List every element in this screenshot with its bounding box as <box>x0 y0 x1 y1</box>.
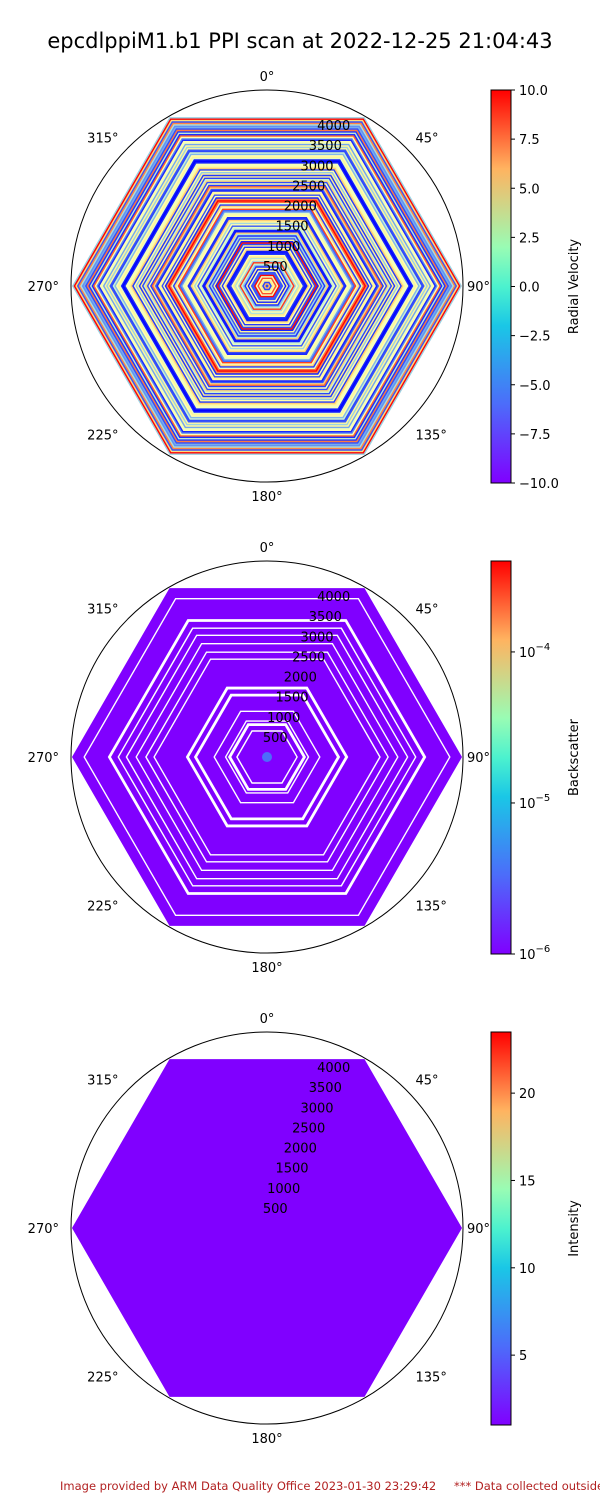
colorbar-tick-label: 10−5 <box>519 793 550 812</box>
range-tick-label: 1000 <box>267 1182 300 1197</box>
data-field <box>72 117 462 455</box>
range-tick-label: 3000 <box>300 1101 333 1116</box>
polar-frame <box>70 1031 464 1425</box>
angle-tick-label: 270° <box>28 280 59 295</box>
panel-1: 0° 45° 90° 135° 180° 225° 270° 315° 500 1000 1500 2… <box>28 70 582 505</box>
range-tick-label: 500 <box>263 731 288 746</box>
angle-tick-label: 315° <box>87 603 118 618</box>
range-tick-label: 3500 <box>309 610 342 625</box>
range-tick-label: 500 <box>263 260 288 275</box>
range-tick-label: 1000 <box>267 711 300 726</box>
colorbar-gradient <box>490 1031 512 1426</box>
angle-tick-label: 225° <box>87 429 118 444</box>
figure-title: epcdlppiM1.b1 PPI scan at 2022-12-25 21:… <box>47 29 552 53</box>
colorbar-tick-label: 10−4 <box>519 642 550 661</box>
range-tick-label: 2500 <box>292 650 325 665</box>
panel-3: 0° 45° 90° 135° 180° 225° 270° 315° 500 1000 1500 2… <box>28 1012 582 1447</box>
range-tick-label: 2500 <box>292 1121 325 1136</box>
colorbar-tick-label: 7.5 <box>519 133 540 148</box>
colorbar-tick-label: 20 <box>519 1087 536 1102</box>
range-band <box>265 1226 269 1230</box>
range-tick-label: 3500 <box>309 1081 342 1096</box>
range-tick-label: 2500 <box>292 179 325 194</box>
angle-tick-label: 180° <box>251 961 282 976</box>
colorbar-gradient <box>490 89 512 484</box>
range-tick-label: 1500 <box>275 691 308 706</box>
angle-tick-label: 180° <box>251 1432 282 1447</box>
colorbar-tick-exponent: −6 <box>536 944 551 955</box>
panel-2: 0° 45° 90° 135° 180° 225° 270° 315° 500 1000 1500 2… <box>28 541 582 976</box>
colorbar-tick-label: −10.0 <box>519 477 559 492</box>
colorbar-tick-label: 15 <box>519 1175 536 1190</box>
colorbar-tick-exponent: −5 <box>536 793 551 804</box>
angle-tick-label: 180° <box>251 490 282 505</box>
angle-tick-label: 0° <box>260 70 275 85</box>
colorbar-tick-label: −5.0 <box>519 379 551 394</box>
angle-tick-label: 270° <box>28 1222 59 1237</box>
range-tick-label: 3000 <box>300 159 333 174</box>
colorbar-gradient <box>490 560 512 955</box>
angle-tick-label: 315° <box>87 1074 118 1089</box>
colorbar-label: Backscatter <box>567 718 582 796</box>
range-tick-label: 3000 <box>300 630 333 645</box>
range-tick-label: 1500 <box>275 1162 308 1177</box>
range-tick-label: 4000 <box>317 119 350 134</box>
range-tick-label: 2000 <box>284 200 317 215</box>
colorbar-tick-label: 5 <box>519 1349 527 1364</box>
colorbar-tick-label: 10−6 <box>519 944 550 963</box>
colorbar-tick-exponent: −4 <box>536 642 551 653</box>
polar-frame <box>70 560 464 954</box>
angle-tick-label: 45° <box>416 603 439 618</box>
colorbar: 10−4 10−5 10−6 Backscatter <box>490 560 582 963</box>
angle-tick-label: 225° <box>87 1371 118 1386</box>
range-tick-label: 2000 <box>284 1142 317 1157</box>
colorbar-tick-label: 5.0 <box>519 182 540 197</box>
angle-tick-label: 45° <box>416 1074 439 1089</box>
angle-tick-label: 0° <box>260 1012 275 1027</box>
range-tick-label: 1000 <box>267 240 300 255</box>
colorbar-tick-label: 10.0 <box>519 84 548 99</box>
angle-tick-label: 225° <box>87 900 118 915</box>
colorbar-tick-label: −2.5 <box>519 330 551 345</box>
angle-tick-label: 90° <box>467 1222 490 1237</box>
polar-frame <box>70 89 464 483</box>
colorbar-tick-label: 2.5 <box>519 231 540 246</box>
angle-tick-label: 90° <box>467 751 490 766</box>
angle-tick-label: 0° <box>260 541 275 556</box>
range-tick-label: 500 <box>263 1202 288 1217</box>
colorbar-tick-label: −7.5 <box>519 428 551 443</box>
footer-note: *** Data collected outside <box>454 1479 600 1493</box>
range-tick-label: 3500 <box>309 139 342 154</box>
data-field <box>72 1059 462 1397</box>
range-tick-label: 4000 <box>317 590 350 605</box>
angle-tick-label: 45° <box>416 132 439 147</box>
angle-tick-label: 135° <box>416 900 447 915</box>
range-band <box>265 284 269 288</box>
colorbar-label: Intensity <box>567 1200 582 1257</box>
angle-tick-label: 135° <box>416 1371 447 1386</box>
angle-tick-label: 90° <box>467 280 490 295</box>
colorbar: 20 15 10 5 Intensity <box>490 1031 582 1426</box>
range-tick-label: 2000 <box>284 671 317 686</box>
panels: 0° 45° 90° 135° 180° 225° 270° 315° 500 1000 1500 2… <box>28 70 582 1447</box>
center-mark <box>262 752 272 762</box>
colorbar-tick-label: 0.0 <box>519 281 540 296</box>
angle-tick-label: 315° <box>87 132 118 147</box>
angle-tick-label: 270° <box>28 751 59 766</box>
range-tick-label: 1500 <box>275 220 308 235</box>
angle-tick-label: 135° <box>416 429 447 444</box>
data-field <box>72 588 462 926</box>
range-tick-label: 4000 <box>317 1061 350 1076</box>
colorbar-tick-label: 10 <box>519 1262 536 1277</box>
footer-credit: Image provided by ARM Data Quality Offic… <box>60 1479 436 1493</box>
colorbar-label: Radial Velocity <box>567 239 582 335</box>
colorbar: 10.0 7.5 5.0 2.5 0.0 −2.5 −5.0 −7.5 −10.0 Radial … <box>490 84 582 492</box>
